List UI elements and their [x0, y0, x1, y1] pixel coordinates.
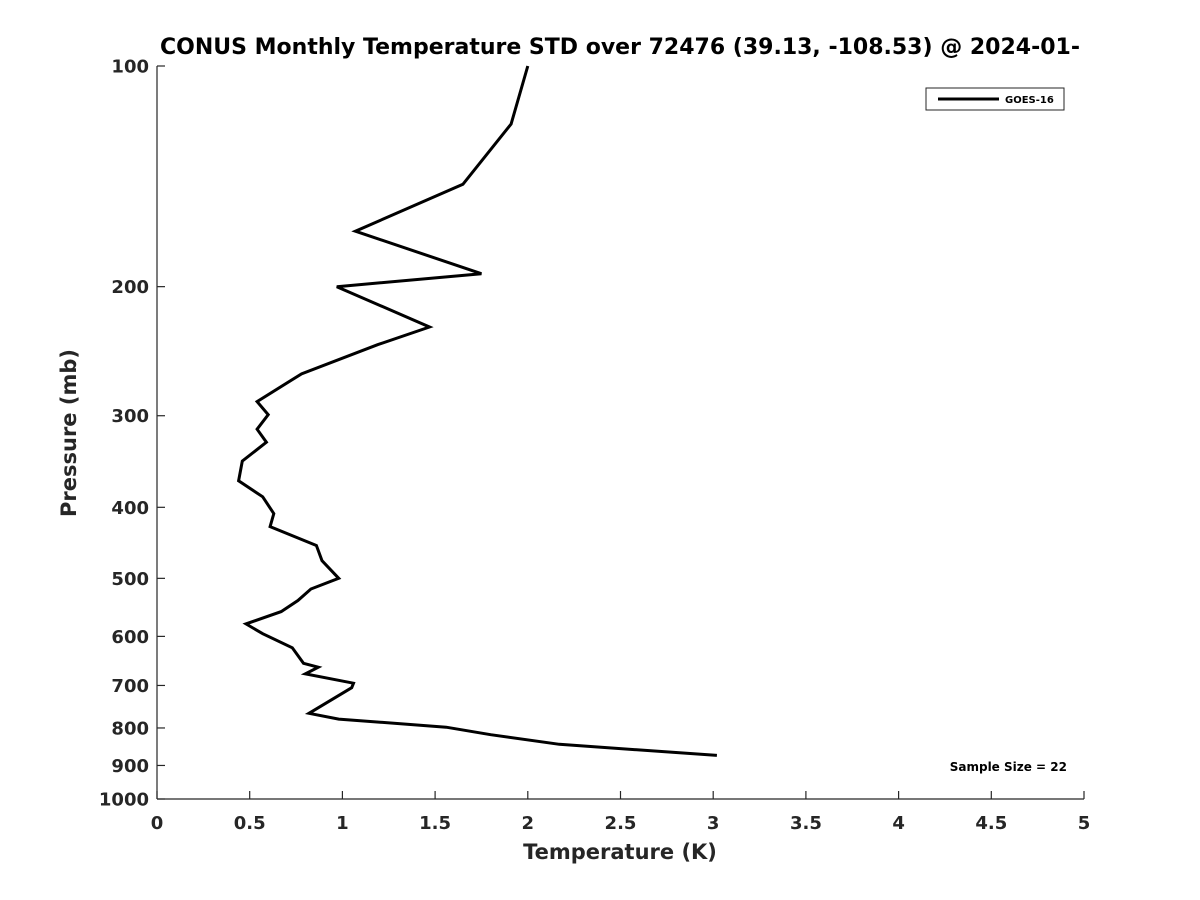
x-tick-label: 3.5 — [790, 813, 822, 834]
x-tick-label: 4.5 — [975, 813, 1007, 834]
series-layer — [236, 65, 718, 757]
y-tick-label: 900 — [111, 756, 149, 777]
y-tick-label: 300 — [111, 406, 149, 427]
chart-title: CONUS Monthly Temperature STD over 72476… — [160, 35, 1080, 60]
x-tick-label: 2 — [522, 813, 535, 834]
y-tick-label: 600 — [111, 627, 149, 648]
sample-size-note: Sample Size = 22 — [950, 760, 1067, 774]
y-tick-label: 500 — [111, 569, 149, 590]
y-axis-label: Pressure (mb) — [57, 349, 81, 517]
y-axis-ticks: 100 200 300 400 500 600 700 800 900 1000 — [99, 57, 165, 811]
x-tick-label: 0 — [151, 813, 164, 834]
y-tick-label: 200 — [111, 277, 149, 298]
x-tick-label: 3 — [707, 813, 720, 834]
x-tick-label: 5 — [1078, 813, 1091, 834]
y-tick-label: 800 — [111, 718, 149, 739]
y-tick-label: 400 — [111, 498, 149, 519]
y-tick-label: 700 — [111, 676, 149, 697]
x-tick-label: 1 — [336, 813, 349, 834]
x-tick-label: 4 — [892, 813, 905, 834]
legend-label-goes-16: GOES-16 — [1005, 95, 1054, 106]
x-tick-label: 0.5 — [234, 813, 266, 834]
y-tick-label: 1000 — [99, 790, 149, 811]
series-line-goes-16 — [236, 65, 718, 757]
x-axis-label: Temperature (K) — [523, 840, 717, 864]
legend: GOES-16 — [925, 87, 1065, 111]
x-axis-ticks: 0 0.5 1 1.5 2 2.5 3 3.5 4 4.5 5 — [151, 791, 1091, 834]
x-tick-label: 1.5 — [419, 813, 451, 834]
y-tick-label: 100 — [111, 57, 149, 78]
x-tick-label: 2.5 — [605, 813, 637, 834]
